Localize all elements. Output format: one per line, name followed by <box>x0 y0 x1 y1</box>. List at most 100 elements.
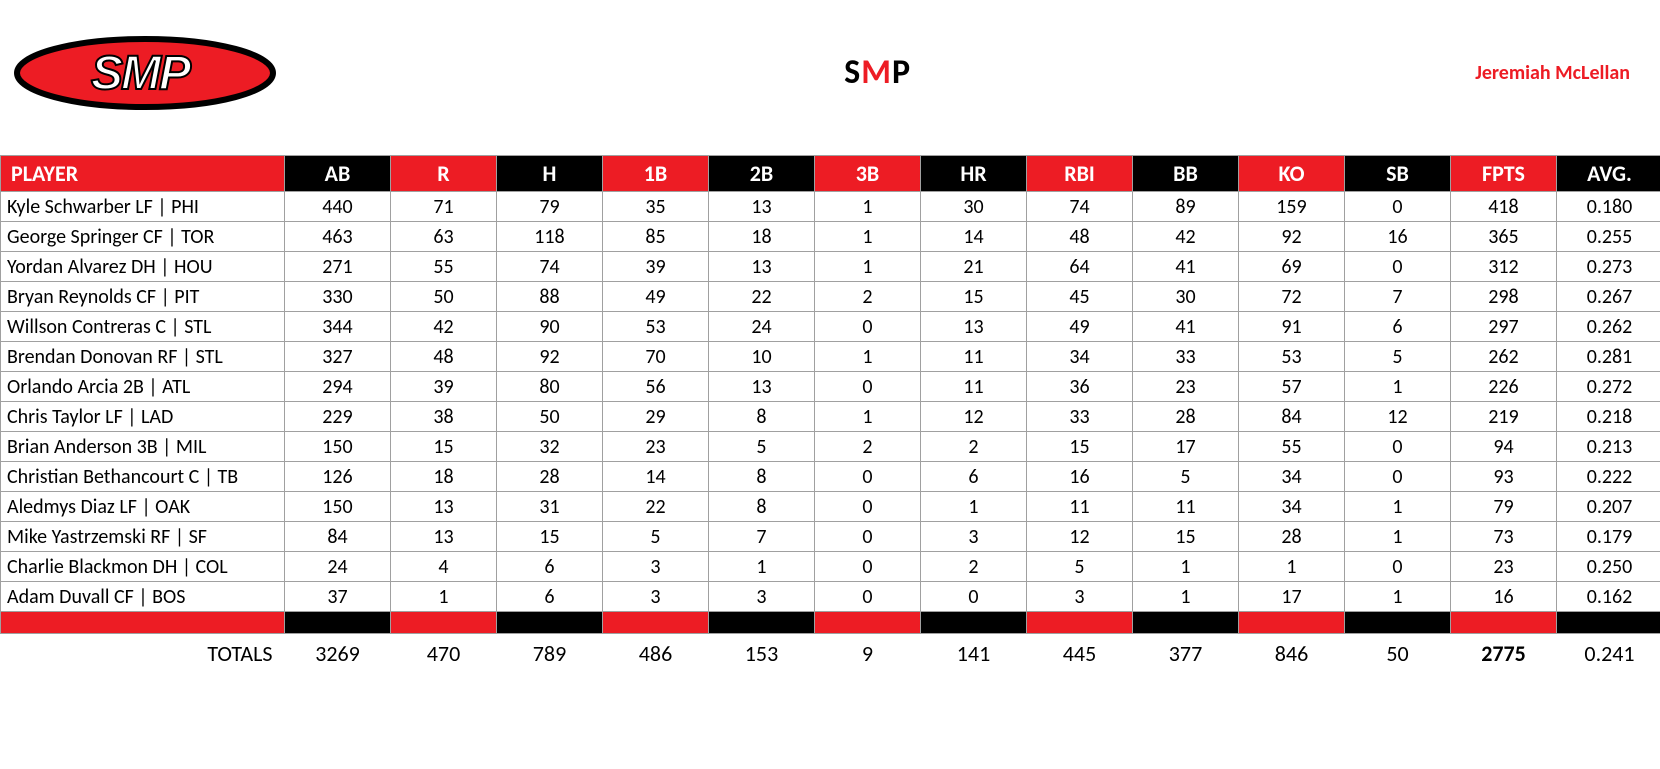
stat-cell: 42 <box>391 312 497 342</box>
stat-cell: 45 <box>1027 282 1133 312</box>
stat-cell: 0.281 <box>1557 342 1660 372</box>
stat-cell: 159 <box>1239 192 1345 222</box>
stat-cell: 11 <box>1027 492 1133 522</box>
stat-cell: 15 <box>1027 432 1133 462</box>
stat-cell: 79 <box>497 192 603 222</box>
stat-cell: 1 <box>709 552 815 582</box>
stat-cell: 14 <box>603 462 709 492</box>
stat-cell: 15 <box>391 432 497 462</box>
stat-cell: 48 <box>1027 222 1133 252</box>
stat-cell: 2 <box>815 282 921 312</box>
stat-cell: 0.250 <box>1557 552 1660 582</box>
stat-cell: 71 <box>391 192 497 222</box>
table-header: PLAYERABRH1B2B3BHRRBIBBKOSBFPTSAVG. <box>1 156 1660 192</box>
stat-cell: 37 <box>285 582 391 612</box>
stat-cell: 1 <box>1239 552 1345 582</box>
player-cell: Brian Anderson 3B | MIL <box>1 432 285 462</box>
separator-cell <box>921 612 1027 634</box>
col-header-avg: AVG. <box>1557 156 1660 192</box>
stat-cell: 89 <box>1133 192 1239 222</box>
stat-cell: 3 <box>709 582 815 612</box>
totals-cell: 846 <box>1239 634 1345 674</box>
stat-cell: 150 <box>285 432 391 462</box>
col-header-sb: SB <box>1345 156 1451 192</box>
stat-cell: 42 <box>1133 222 1239 252</box>
stat-cell: 2 <box>921 552 1027 582</box>
stat-cell: 1 <box>815 402 921 432</box>
table-row: Adam Duvall CF | BOS3716330031171160.162 <box>1 582 1660 612</box>
totals-cell: 0.241 <box>1557 634 1660 674</box>
stat-cell: 88 <box>497 282 603 312</box>
stat-cell: 16 <box>1345 222 1451 252</box>
player-cell: Orlando Arcia 2B | ATL <box>1 372 285 402</box>
table-row: Mike Yastrzemski RF | SF8413155703121528… <box>1 522 1660 552</box>
stat-cell: 34 <box>1027 342 1133 372</box>
separator-cell <box>1345 612 1451 634</box>
stat-cell: 15 <box>1133 522 1239 552</box>
separator-cell <box>1027 612 1133 634</box>
stat-cell: 5 <box>709 432 815 462</box>
stat-cell: 24 <box>709 312 815 342</box>
stat-cell: 0.272 <box>1557 372 1660 402</box>
stat-cell: 219 <box>1451 402 1557 432</box>
table-row: Charlie Blackmon DH | COL244631025110230… <box>1 552 1660 582</box>
stat-cell: 1 <box>815 252 921 282</box>
team-title-p: P <box>892 52 911 93</box>
stat-cell: 229 <box>285 402 391 432</box>
separator-cell <box>815 612 921 634</box>
stat-cell: 1 <box>815 342 921 372</box>
stat-cell: 7 <box>709 522 815 552</box>
stat-cell: 1 <box>921 492 1027 522</box>
table-row: Bryan Reynolds CF | PIT33050884922215453… <box>1 282 1660 312</box>
stat-cell: 33 <box>1133 342 1239 372</box>
table-row: Christian Bethancourt C | TB126182814806… <box>1 462 1660 492</box>
stat-cell: 5 <box>1027 552 1133 582</box>
manager-name: Jeremiah McLellan <box>1475 61 1650 85</box>
col-header-h: H <box>497 156 603 192</box>
stat-cell: 4 <box>391 552 497 582</box>
stat-cell: 262 <box>1451 342 1557 372</box>
totals-cell: 789 <box>497 634 603 674</box>
stat-cell: 39 <box>603 252 709 282</box>
stat-cell: 1 <box>1345 582 1451 612</box>
stat-cell: 10 <box>709 342 815 372</box>
stat-cell: 13 <box>391 492 497 522</box>
stat-cell: 15 <box>497 522 603 552</box>
col-header-ko: KO <box>1239 156 1345 192</box>
page-header: SMP SMP Jeremiah McLellan <box>0 0 1660 155</box>
team-title-m: M <box>861 52 892 93</box>
col-header-bb: BB <box>1133 156 1239 192</box>
stat-cell: 28 <box>1239 522 1345 552</box>
stats-table: PLAYERABRH1B2B3BHRRBIBBKOSBFPTSAVG. Kyle… <box>0 155 1660 674</box>
stat-cell: 55 <box>391 252 497 282</box>
stat-cell: 0.262 <box>1557 312 1660 342</box>
stat-cell: 118 <box>497 222 603 252</box>
stat-cell: 5 <box>1345 342 1451 372</box>
stat-cell: 298 <box>1451 282 1557 312</box>
stat-cell: 0.207 <box>1557 492 1660 522</box>
team-logo: SMP <box>10 33 280 113</box>
stat-cell: 0 <box>815 552 921 582</box>
stat-cell: 28 <box>1133 402 1239 432</box>
stat-cell: 63 <box>391 222 497 252</box>
totals-cell: 377 <box>1133 634 1239 674</box>
stat-cell: 84 <box>285 522 391 552</box>
stat-cell: 13 <box>709 192 815 222</box>
separator-cell <box>1133 612 1239 634</box>
col-header-3b: 3B <box>815 156 921 192</box>
stat-cell: 0.162 <box>1557 582 1660 612</box>
table-row: Kyle Schwarber LF | PHI44071793513130748… <box>1 192 1660 222</box>
stat-cell: 13 <box>391 522 497 552</box>
stat-cell: 0 <box>815 492 921 522</box>
stat-cell: 93 <box>1451 462 1557 492</box>
stat-cell: 13 <box>709 252 815 282</box>
table-row: George Springer CF | TOR4636311885181144… <box>1 222 1660 252</box>
stat-cell: 73 <box>1451 522 1557 552</box>
stat-cell: 64 <box>1027 252 1133 282</box>
stat-cell: 39 <box>391 372 497 402</box>
stat-cell: 69 <box>1239 252 1345 282</box>
stat-cell: 57 <box>1239 372 1345 402</box>
stat-cell: 6 <box>497 552 603 582</box>
stat-cell: 41 <box>1133 252 1239 282</box>
stat-cell: 8 <box>709 462 815 492</box>
